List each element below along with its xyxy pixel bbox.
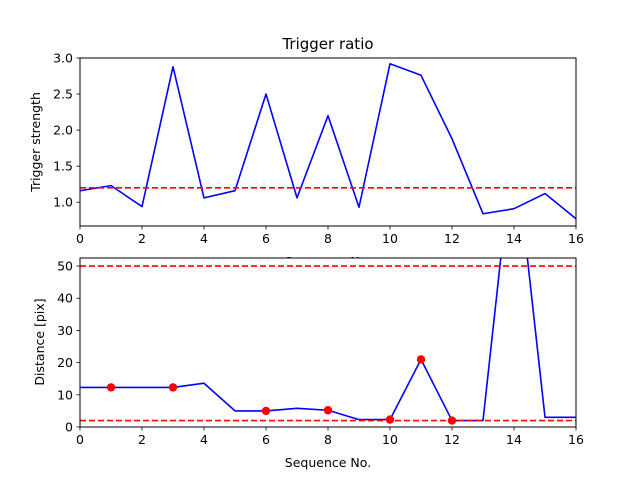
top-x-tick-label: 2	[138, 231, 146, 246]
bottom-subplot: 0 2 4 6 8 10 12 14 16 0 10 20 30 40 50 Sequence No. Di…	[32, 257, 584, 470]
top-y-tick-label: 2.0	[53, 123, 73, 138]
top-x-tick-label: 12	[444, 231, 460, 246]
top-y-tick-label: 1.0	[53, 195, 73, 210]
bottom-marker-point	[106, 383, 116, 392]
top-x-tick-label: 16	[568, 231, 584, 246]
bottom-y-tick-label: 0	[65, 420, 73, 435]
bottom-x-tick-label: 12	[444, 432, 460, 447]
top-axis-ticks: 0 2 4 6 8 10 12 14 16 1.0 1.5 2.0 2.5 3.0	[53, 51, 584, 247]
top-y-tick-label: 1.5	[53, 159, 73, 174]
top-y-tick-label: 3.0	[53, 51, 73, 66]
top-chart-title: Trigger ratio	[281, 35, 373, 53]
bottom-x-tick-label: 2	[138, 432, 146, 447]
bottom-y-tick-label: 50	[57, 259, 73, 274]
bottom-x-axis-label: Sequence No.	[285, 455, 371, 470]
bottom-x-tick-label: 0	[76, 432, 84, 447]
bottom-y-tick-label: 40	[57, 291, 73, 306]
bottom-y-tick-label: 10	[57, 387, 73, 402]
bottom-x-tick-label: 6	[262, 432, 270, 447]
top-x-tick-label: 6	[262, 231, 270, 246]
top-x-tick-label: 10	[382, 231, 398, 246]
top-x-tick-label: 0	[76, 231, 84, 246]
bottom-marker-point	[447, 416, 457, 425]
bottom-x-tick-label: 10	[382, 432, 398, 447]
bottom-marker-point	[261, 406, 271, 416]
top-series-line-0	[80, 62, 576, 220]
bottom-x-tick-label: 14	[506, 432, 522, 447]
bottom-axes-background	[80, 258, 576, 427]
bottom-plot-area	[80, 258, 576, 425]
bottom-y-tick-label: 20	[57, 355, 73, 370]
bottom-marker-point	[168, 383, 178, 392]
top-plot-area	[80, 62, 576, 220]
bottom-marker-point	[323, 406, 333, 415]
bottom-marker-point	[416, 355, 426, 364]
bottom-y-axis-label: Distance [pix]	[32, 298, 47, 385]
bottom-axis-ticks: 0 2 4 6 8 10 12 14 16 0 10 20 30 40 50	[57, 259, 584, 447]
bottom-y-tick-label: 30	[57, 323, 73, 338]
top-x-tick-label: 8	[324, 231, 332, 246]
top-x-tick-label: 14	[506, 231, 522, 246]
top-y-axis-label: Trigger strength	[28, 92, 43, 193]
bottom-x-tick-label: 4	[200, 432, 208, 447]
bottom-x-tick-label: 16	[568, 432, 584, 447]
bottom-marker-point	[385, 415, 395, 424]
top-x-tick-label: 4	[200, 231, 208, 246]
bottom-x-tick-label: 8	[324, 432, 332, 447]
top-y-tick-label: 2.5	[53, 87, 73, 102]
